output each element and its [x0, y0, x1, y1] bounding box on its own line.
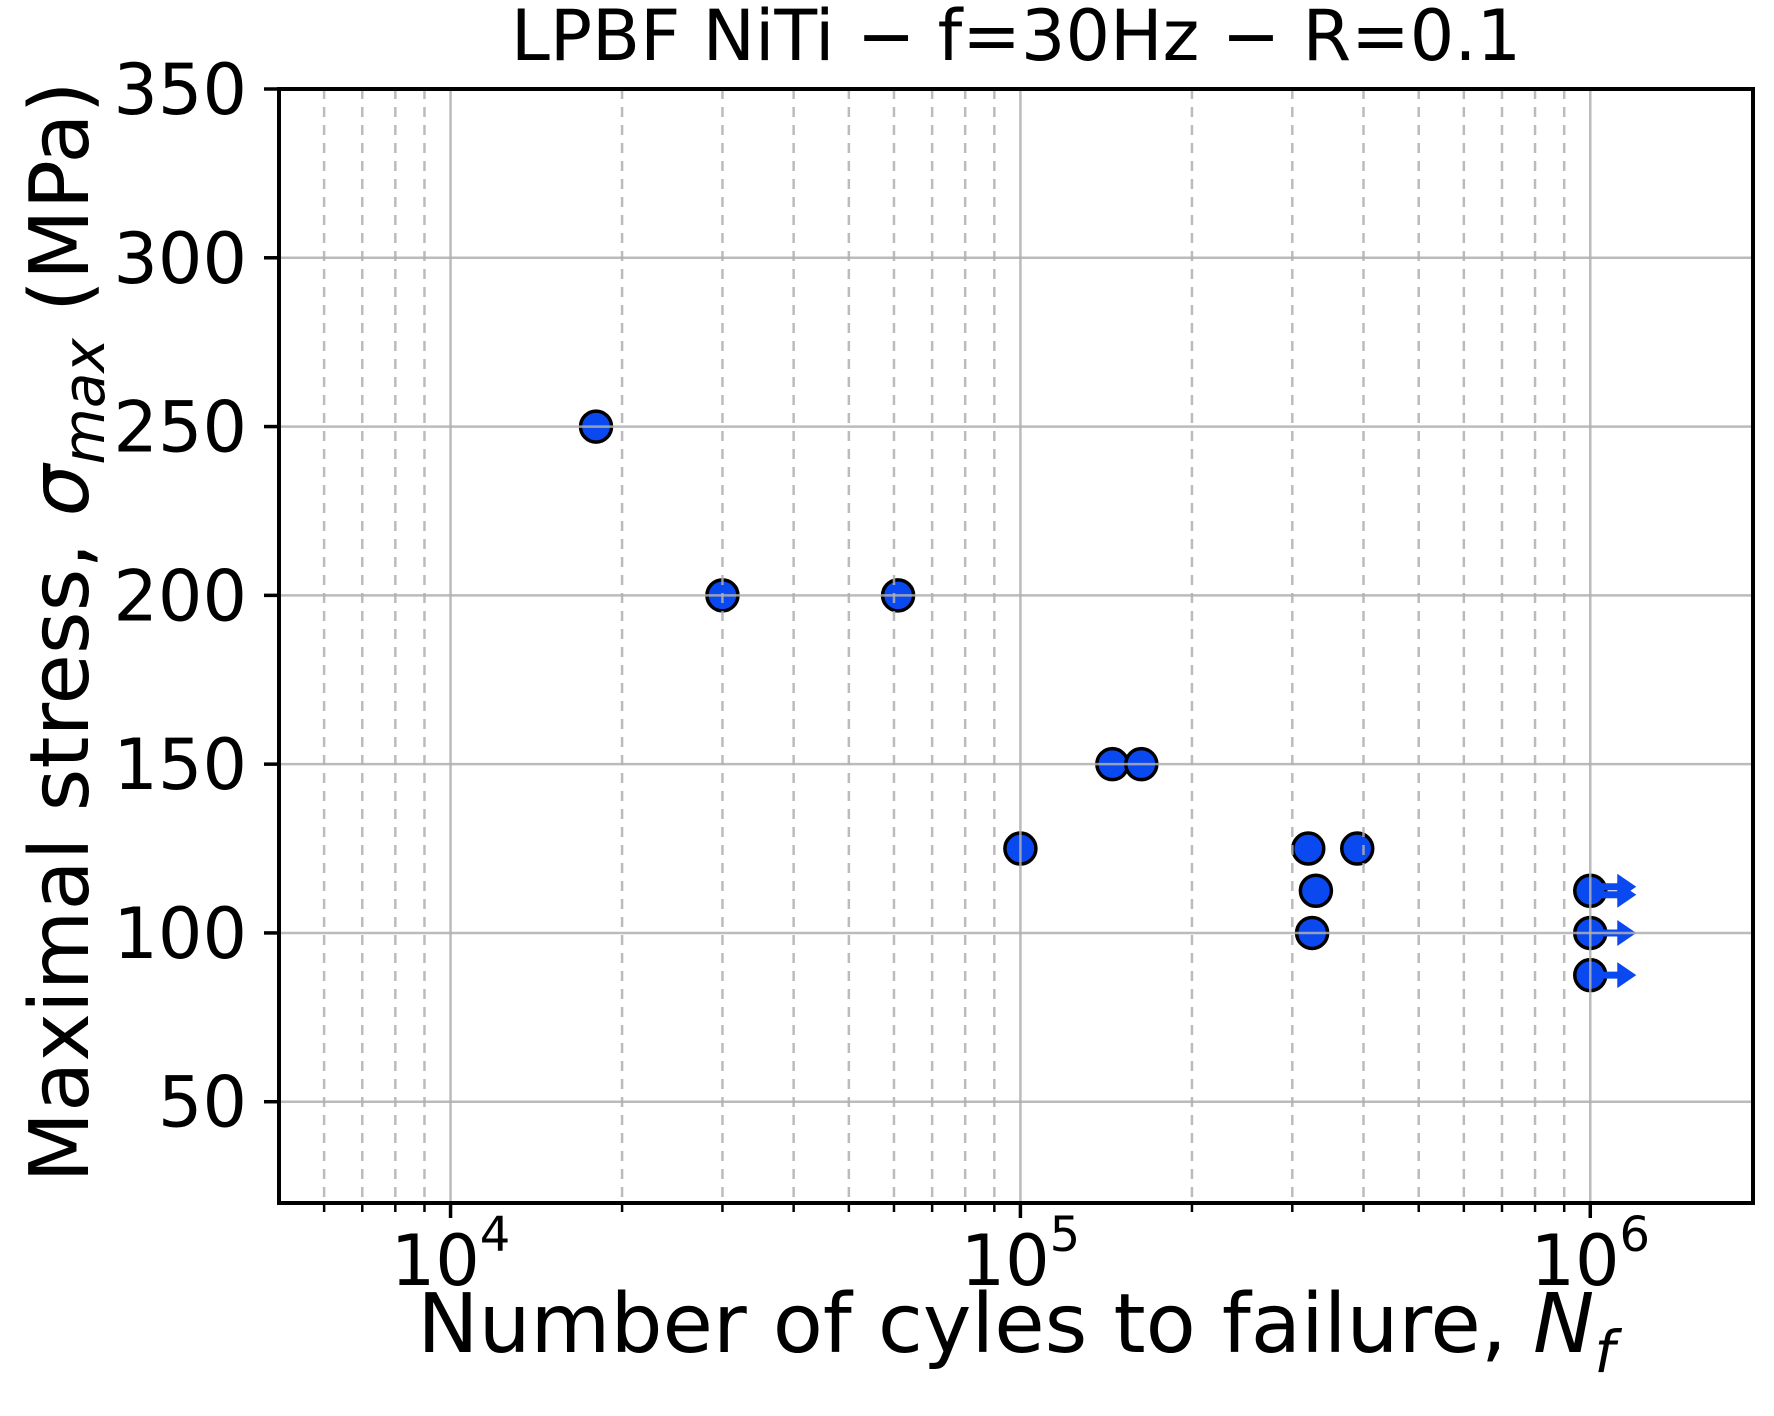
- chart-title: LPBF NiTi − f=30Hz − R=0.1: [511, 0, 1521, 77]
- axis-labels-layer: LPBF NiTi − f=30Hz − R=0.1 Number of cyl…: [13, 0, 1622, 1386]
- y-tick-label: 200: [113, 555, 247, 637]
- plot-border: [277, 87, 1755, 1205]
- runout-arrow-head: [1617, 881, 1637, 908]
- x-tick-label: 106: [1530, 1207, 1650, 1302]
- runout-arrow-head: [1617, 962, 1637, 989]
- axes-layer: [264, 87, 1755, 1218]
- data-point: [1291, 831, 1326, 866]
- y-tick-label: 100: [113, 893, 247, 975]
- x-tick-label: 104: [391, 1207, 511, 1302]
- data-point: [1298, 873, 1334, 908]
- y-axis-label: Maximal stress, σmax (MPa): [13, 81, 118, 1182]
- x-axis-label: Number of cyles to failure, Nf: [417, 1277, 1622, 1386]
- x-tick-label: 105: [961, 1207, 1081, 1302]
- data-point: [1339, 831, 1375, 866]
- y-tick-label: 350: [113, 49, 247, 131]
- y-tick-label: 150: [113, 724, 247, 806]
- data-points-layer: [578, 409, 1637, 993]
- tick-labels-layer: 104 105 106 50 100 150 200 250 300 350: [113, 49, 1650, 1302]
- y-tick-label: 50: [158, 1062, 247, 1144]
- y-tick-label: 250: [113, 387, 247, 469]
- y-tick-label: 300: [113, 218, 247, 300]
- gridlines-layer: [279, 87, 1753, 1203]
